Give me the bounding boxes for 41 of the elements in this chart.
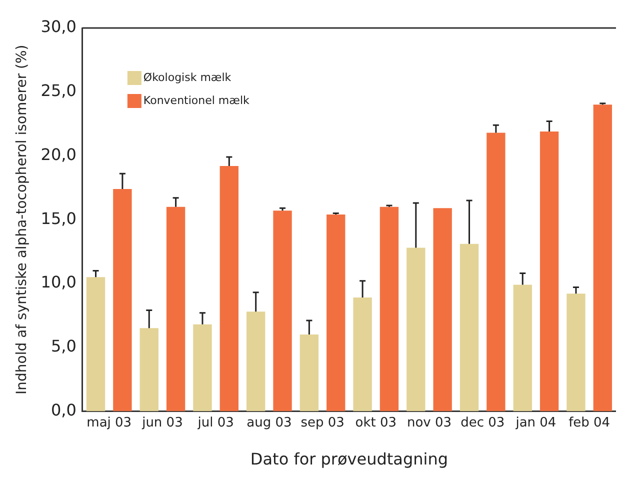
x-tick-label: nov 03 — [406, 415, 452, 430]
bar — [566, 294, 586, 412]
bar — [86, 277, 106, 412]
bar — [273, 210, 292, 412]
y-tick-label: 30,0 — [40, 17, 76, 36]
bar — [246, 312, 266, 412]
bar — [193, 324, 212, 412]
y-tick-label: 25,0 — [40, 81, 76, 100]
bar — [113, 188, 132, 412]
bar — [353, 298, 372, 412]
legend-label: Økologisk mælk — [143, 70, 232, 84]
bar — [406, 248, 426, 412]
bar — [166, 206, 186, 412]
bar — [433, 208, 452, 412]
x-tick-label: feb 04 — [568, 415, 610, 430]
y-tick-label: 5,0 — [50, 336, 76, 356]
bar — [220, 166, 238, 412]
bar — [380, 206, 399, 412]
bar — [486, 132, 506, 412]
legend-label: Konventionel mælk — [143, 94, 250, 107]
bar — [593, 104, 612, 412]
x-axis-title: Dato for prøveudtagning — [250, 450, 448, 469]
bar — [326, 214, 346, 412]
bar — [540, 131, 559, 412]
x-tick-label: dec 03 — [460, 415, 505, 430]
x-tick-label: okt 03 — [355, 415, 397, 430]
bar — [460, 244, 479, 412]
x-tick-label: jan 04 — [514, 415, 556, 430]
y-tick-label: 10,0 — [40, 272, 76, 292]
x-tick-label: jul 03 — [196, 415, 234, 430]
x-tick-label: aug 03 — [246, 415, 292, 430]
y-tick-label: 15,0 — [40, 208, 76, 228]
x-tick-label: jun 03 — [141, 415, 183, 430]
bar — [513, 284, 532, 412]
bar — [140, 328, 158, 412]
bar — [300, 334, 319, 412]
y-tick-label: 20,0 — [40, 144, 76, 164]
x-tick-label: maj 03 — [86, 415, 132, 430]
y-axis-title: Indhold af syntiske alpha-tocopherol isomerer (%) — [14, 44, 30, 394]
x-tick-label: sep 03 — [300, 415, 344, 430]
y-tick-label: 0,0 — [50, 400, 76, 420]
